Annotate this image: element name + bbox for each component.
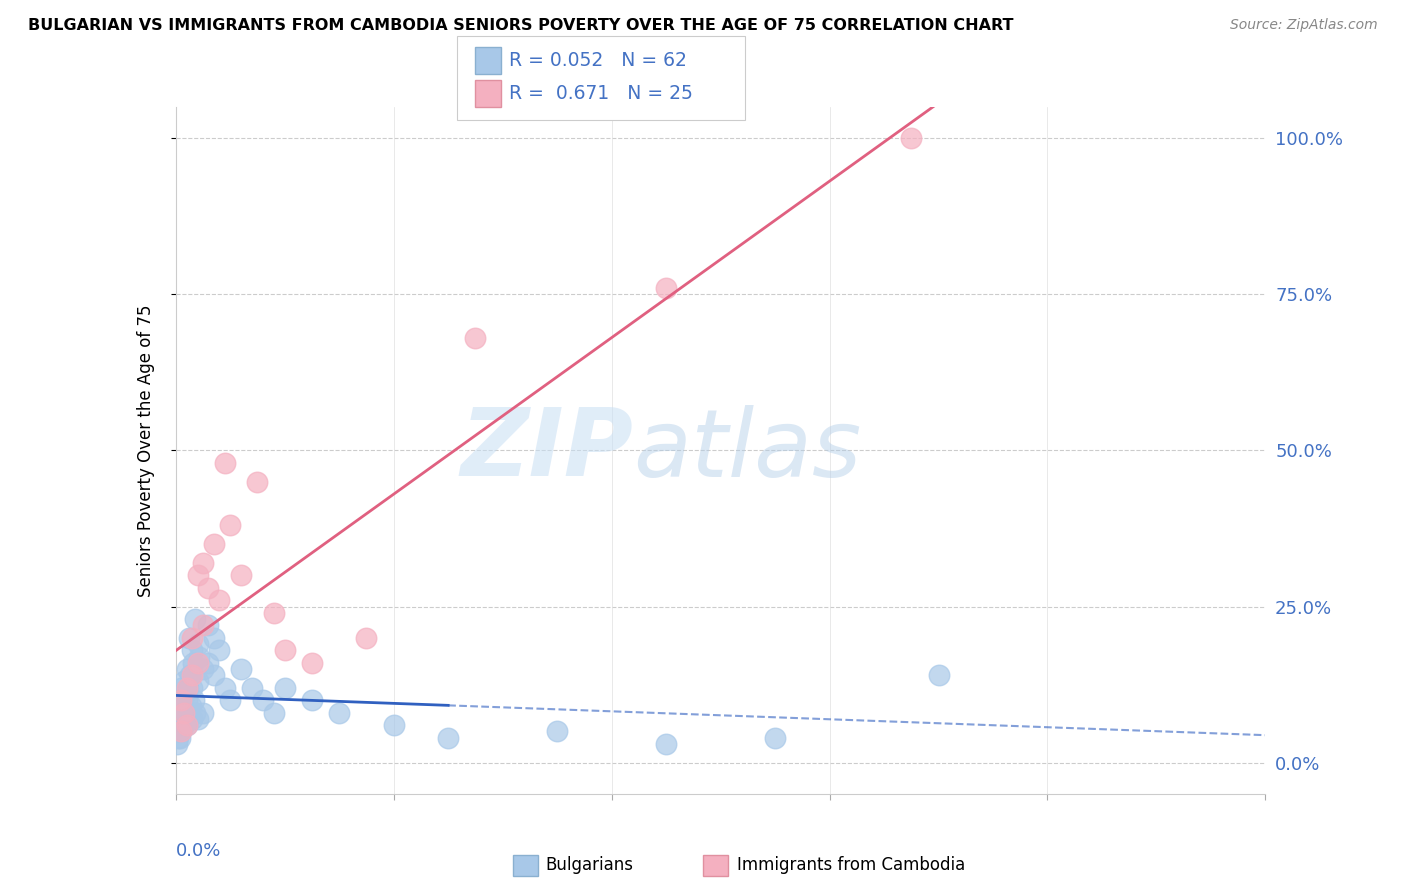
- Point: [180, 699, 202, 714]
- Point: [173, 718, 195, 732]
- Point: [202, 668, 225, 682]
- Point: [546, 724, 568, 739]
- Point: [382, 718, 405, 732]
- Point: [928, 668, 950, 682]
- Point: [181, 681, 204, 695]
- Point: [169, 718, 191, 732]
- Point: [900, 131, 922, 145]
- Point: [173, 674, 195, 689]
- Point: [240, 681, 263, 695]
- Point: [176, 662, 198, 676]
- Point: [252, 693, 274, 707]
- Point: [172, 693, 194, 707]
- Point: [166, 737, 188, 751]
- Point: [170, 724, 193, 739]
- Point: [173, 706, 195, 720]
- Point: [191, 618, 214, 632]
- Point: [176, 693, 198, 707]
- Point: [181, 668, 204, 682]
- Point: [169, 712, 191, 726]
- Point: [186, 674, 209, 689]
- Text: ZIP: ZIP: [461, 404, 633, 497]
- Point: [181, 643, 204, 657]
- Point: [172, 699, 194, 714]
- Text: R = 0.052   N = 62: R = 0.052 N = 62: [509, 51, 688, 70]
- Point: [186, 712, 209, 726]
- Y-axis label: Seniors Poverty Over the Age of 75: Seniors Poverty Over the Age of 75: [136, 304, 155, 597]
- Point: [655, 737, 678, 751]
- Point: [219, 518, 242, 533]
- Point: [191, 662, 214, 676]
- Point: [655, 281, 678, 295]
- Text: Source: ZipAtlas.com: Source: ZipAtlas.com: [1230, 18, 1378, 32]
- Point: [246, 475, 269, 489]
- Text: BULGARIAN VS IMMIGRANTS FROM CAMBODIA SENIORS POVERTY OVER THE AGE OF 75 CORRELA: BULGARIAN VS IMMIGRANTS FROM CAMBODIA SE…: [28, 18, 1014, 33]
- Point: [301, 656, 323, 670]
- Point: [167, 724, 190, 739]
- Point: [328, 706, 350, 720]
- Point: [176, 718, 198, 732]
- Point: [167, 731, 190, 745]
- Point: [274, 681, 297, 695]
- Point: [763, 731, 786, 745]
- Point: [214, 681, 236, 695]
- Point: [214, 456, 236, 470]
- Point: [219, 693, 242, 707]
- Point: [263, 606, 285, 620]
- Point: [202, 631, 225, 645]
- Point: [173, 706, 195, 720]
- Text: atlas: atlas: [633, 405, 862, 496]
- Point: [183, 693, 205, 707]
- Point: [169, 699, 191, 714]
- Text: Immigrants from Cambodia: Immigrants from Cambodia: [737, 856, 965, 874]
- Point: [177, 706, 200, 720]
- Point: [186, 656, 209, 670]
- Point: [170, 724, 193, 739]
- Point: [172, 712, 194, 726]
- Point: [263, 706, 285, 720]
- Point: [197, 581, 219, 595]
- Point: [177, 681, 200, 695]
- Point: [170, 681, 193, 695]
- Point: [166, 724, 188, 739]
- Point: [301, 693, 323, 707]
- Text: 0.0%: 0.0%: [176, 842, 221, 860]
- Point: [356, 631, 378, 645]
- Text: R =  0.671   N = 25: R = 0.671 N = 25: [509, 84, 693, 103]
- Point: [197, 618, 219, 632]
- Point: [231, 662, 253, 676]
- Point: [208, 593, 231, 607]
- Point: [179, 631, 201, 645]
- Point: [274, 643, 297, 657]
- Point: [167, 718, 190, 732]
- Point: [169, 731, 191, 745]
- Point: [437, 731, 460, 745]
- Point: [170, 706, 193, 720]
- Point: [181, 712, 204, 726]
- Point: [191, 556, 214, 570]
- Point: [197, 656, 219, 670]
- Point: [187, 649, 209, 664]
- Point: [208, 643, 231, 657]
- Point: [464, 331, 486, 345]
- Point: [186, 637, 209, 651]
- Point: [176, 681, 198, 695]
- Point: [174, 712, 197, 726]
- Point: [170, 693, 193, 707]
- Point: [184, 706, 207, 720]
- Point: [176, 718, 198, 732]
- Point: [181, 631, 204, 645]
- Text: Bulgarians: Bulgarians: [546, 856, 634, 874]
- Point: [184, 612, 207, 626]
- Point: [174, 687, 197, 701]
- Point: [179, 668, 201, 682]
- Point: [231, 568, 253, 582]
- Point: [167, 706, 190, 720]
- Point: [191, 706, 214, 720]
- Point: [202, 537, 225, 551]
- Point: [186, 568, 209, 582]
- Point: [181, 656, 204, 670]
